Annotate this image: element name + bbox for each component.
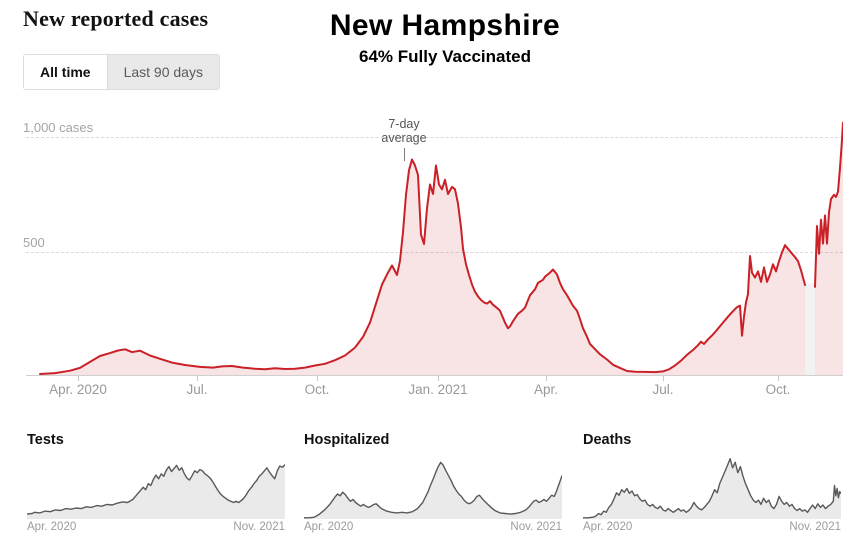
hospitalized-chart[interactable]	[303, 455, 563, 519]
hospitalized-x-start-label: Apr. 2020	[304, 521, 354, 533]
deaths-x-end-label: Nov. 2021	[789, 521, 841, 533]
page-title: New reported cases	[23, 6, 209, 31]
x-axis-tick	[438, 376, 439, 381]
x-axis-tick	[317, 376, 318, 381]
tests-panel: Tests Apr. 2020 Nov. 2021	[26, 432, 286, 537]
x-axis-tick-label: Oct.	[304, 382, 330, 397]
last-90-days-button[interactable]: Last 90 days	[107, 55, 219, 89]
tests-x-start-label: Apr. 2020	[27, 521, 77, 533]
x-axis-tick	[78, 376, 79, 381]
state-header: New Hampshire 64% Fully Vaccinated	[255, 10, 635, 67]
hospitalized-panel: Hospitalized Apr. 2020 Nov. 2021	[303, 432, 563, 537]
gridline-1000: 1,000 cases	[23, 120, 843, 138]
y-axis-label-1000: 1,000 cases	[23, 120, 94, 135]
tests-x-axis: Apr. 2020 Nov. 2021	[27, 521, 285, 533]
hospitalized-title: Hospitalized	[304, 432, 390, 448]
deaths-title: Deaths	[583, 432, 632, 448]
vaccination-subtitle: 64% Fully Vaccinated	[359, 47, 531, 66]
x-axis-tick-label: Jul.	[186, 382, 208, 397]
x-axis-tick	[546, 376, 547, 381]
x-axis-tick-label: Apr. 2020	[49, 382, 107, 397]
x-axis-tick	[778, 376, 779, 381]
tests-chart[interactable]	[26, 455, 286, 519]
x-axis-tick-label: Oct.	[765, 382, 791, 397]
time-range-toggle: All time Last 90 days	[23, 54, 220, 90]
deaths-x-start-label: Apr. 2020	[583, 521, 633, 533]
tests-title: Tests	[27, 432, 64, 448]
annotation-line-1: 7-day	[388, 117, 420, 131]
seven-day-average-annotation: 7-day average	[354, 117, 454, 145]
hospitalized-x-end-label: Nov. 2021	[510, 521, 562, 533]
new-cases-chart[interactable]	[35, 115, 844, 375]
tests-x-end-label: Nov. 2021	[233, 521, 285, 533]
gridline-500: 500	[23, 235, 843, 253]
annotation-pointer-line	[404, 148, 405, 161]
deaths-chart[interactable]	[582, 455, 842, 519]
x-axis-tick-label: Jan. 2021	[408, 382, 468, 397]
deaths-panel: Deaths Apr. 2020 Nov. 2021	[582, 432, 842, 537]
annotation-line-2: average	[381, 131, 427, 145]
y-axis-label-500: 500	[23, 235, 45, 250]
deaths-x-axis: Apr. 2020 Nov. 2021	[583, 521, 841, 533]
x-axis-labels: Apr. 2020 Jul. Oct. Jan. 2021 Apr. Jul. Oct.	[35, 375, 843, 401]
x-axis-tick-label: Apr.	[533, 382, 559, 397]
all-time-button[interactable]: All time	[24, 55, 108, 89]
state-title: New Hampshire	[329, 9, 561, 42]
x-axis-tick	[663, 376, 664, 381]
hospitalized-x-axis: Apr. 2020 Nov. 2021	[304, 521, 562, 533]
x-axis-tick-label: Jul.	[652, 382, 674, 397]
x-axis-line	[26, 375, 843, 376]
x-axis-tick	[197, 376, 198, 381]
